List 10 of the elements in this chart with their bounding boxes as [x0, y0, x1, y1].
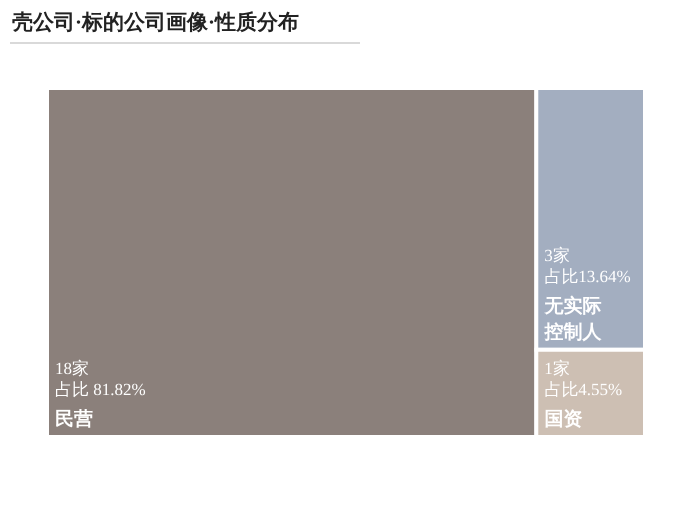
text: 壳公司·标的公司画像·性质分布 — [10, 8, 360, 44]
data-label: 1家 — [544, 359, 570, 378]
data-label: 3家 — [544, 246, 570, 265]
text: 占比4.55% — [544, 380, 622, 399]
category-label: 民营 — [55, 408, 93, 430]
category-label: 无实际控制人 — [543, 294, 602, 343]
text: 占比13.64% — [544, 266, 631, 286]
category-label: 国资 — [544, 408, 582, 430]
data-label: 18家 — [55, 359, 89, 378]
text: 占比 81.82% — [55, 380, 146, 399]
